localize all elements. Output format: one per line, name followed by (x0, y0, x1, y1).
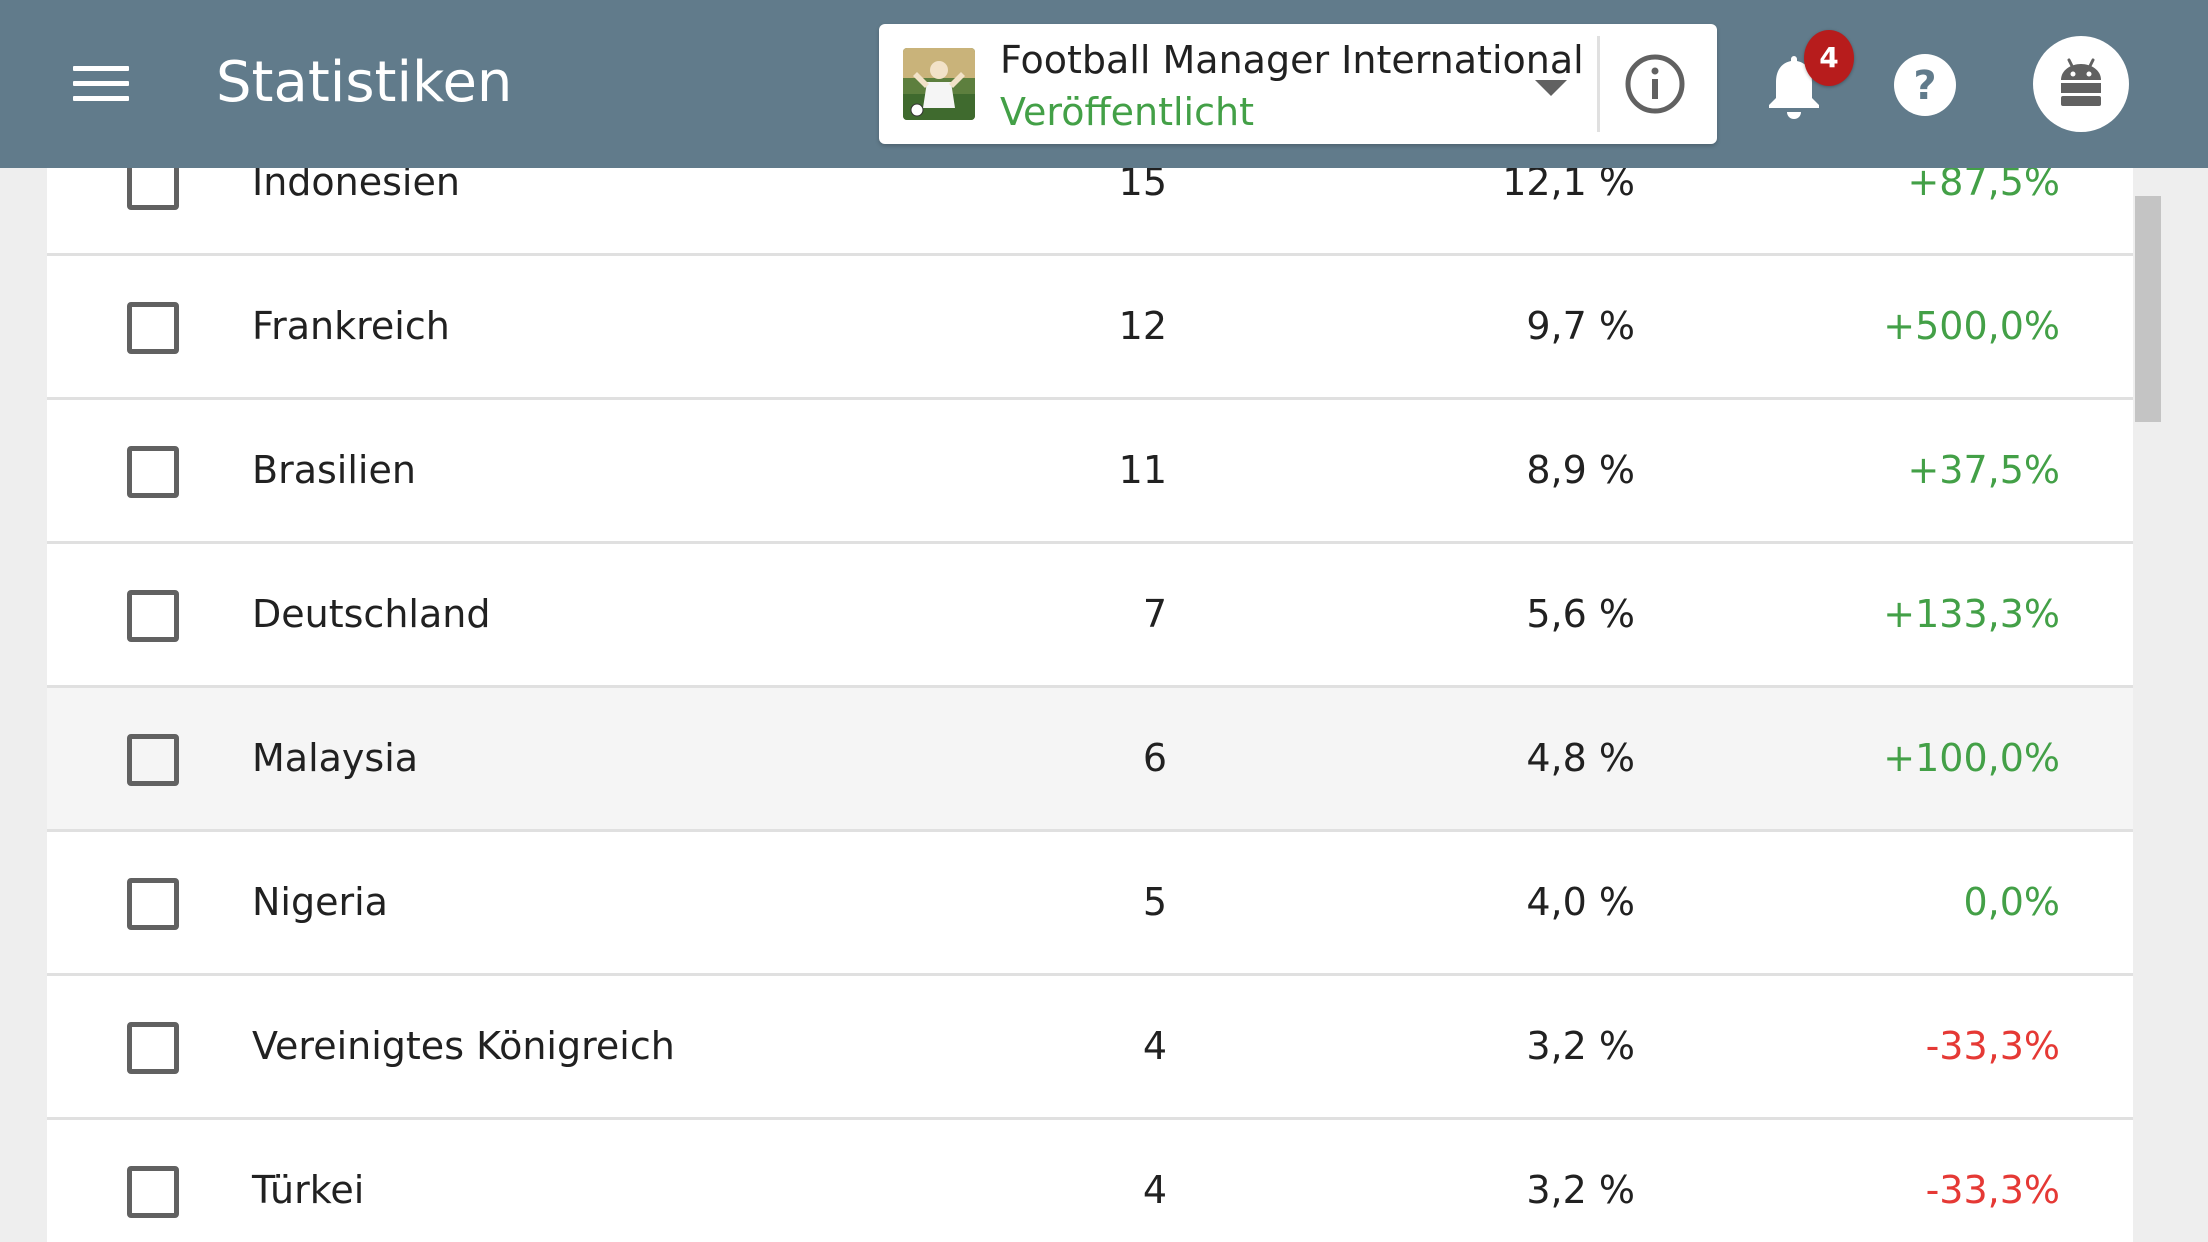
country-cell: Indonesien (252, 168, 460, 204)
country-cell: Deutschland (252, 592, 491, 636)
row-checkbox[interactable] (127, 878, 179, 930)
change-cell: +500,0% (1883, 304, 2060, 348)
count-cell: 5 (1142, 880, 1167, 924)
app-thumbnail (903, 48, 975, 120)
country-cell: Malaysia (252, 736, 419, 780)
row-checkbox[interactable] (127, 302, 179, 354)
table-row[interactable]: Malaysia 6 4,8 % +100,0% (47, 688, 2135, 832)
change-cell: 0,0% (1963, 880, 2060, 924)
app-selector: Football Manager International Veröffent… (879, 24, 1717, 144)
svg-text:?: ? (1913, 63, 1936, 109)
app-status: Veröffentlicht (1000, 90, 1254, 134)
count-cell: 7 (1142, 592, 1167, 636)
share-cell: 4,0 % (1526, 880, 1635, 924)
app-selector-dropdown[interactable]: Football Manager International Veröffent… (879, 24, 1597, 144)
table-row[interactable]: Deutschland 7 5,6 % +133,3% (47, 544, 2135, 688)
count-cell: 4 (1142, 1024, 1167, 1068)
row-checkbox[interactable] (127, 734, 179, 786)
selector-divider (1597, 36, 1600, 132)
country-cell: Frankreich (252, 304, 450, 348)
table-row[interactable]: Frankreich 12 9,7 % +500,0% (47, 256, 2135, 400)
help-icon[interactable]: ? (1893, 53, 1957, 117)
count-cell: 11 (1118, 448, 1167, 492)
table-row[interactable]: Nigeria 5 4,0 % 0,0% (47, 832, 2135, 976)
share-cell: 3,2 % (1526, 1168, 1635, 1212)
change-cell: -33,3% (1925, 1024, 2060, 1068)
table-row[interactable]: Vereinigtes Königreich 4 3,2 % -33,3% (47, 976, 2135, 1120)
count-cell: 15 (1118, 168, 1167, 204)
caret-down-icon (1535, 80, 1567, 96)
row-checkbox[interactable] (127, 446, 179, 498)
avatar[interactable] (2033, 36, 2129, 132)
share-cell: 12,1 % (1502, 168, 1635, 204)
share-cell: 9,7 % (1526, 304, 1635, 348)
table-row[interactable]: Türkei 4 3,2 % -33,3% (47, 1120, 2135, 1242)
change-cell: +87,5% (1907, 168, 2060, 204)
page-title: Statistiken (216, 50, 513, 115)
share-cell: 5,6 % (1526, 592, 1635, 636)
row-checkbox[interactable] (127, 1022, 179, 1074)
notification-badge: 4 (1804, 30, 1854, 86)
app-name: Football Manager International (1000, 38, 1584, 82)
count-cell: 4 (1142, 1168, 1167, 1212)
country-cell: Nigeria (252, 880, 388, 924)
change-cell: -33,3% (1925, 1168, 2060, 1212)
share-cell: 4,8 % (1526, 736, 1635, 780)
info-icon[interactable] (1623, 52, 1687, 116)
row-checkbox[interactable] (127, 1166, 179, 1218)
change-cell: +133,3% (1883, 592, 2060, 636)
table-row[interactable]: Brasilien 11 8,9 % +37,5% (47, 400, 2135, 544)
country-cell: Türkei (252, 1168, 365, 1212)
share-cell: 8,9 % (1526, 448, 1635, 492)
hamburger-menu-icon[interactable] (73, 66, 129, 102)
top-app-bar: Statistiken Football Manager Internation… (0, 0, 2208, 168)
share-cell: 3,2 % (1526, 1024, 1635, 1068)
row-checkbox[interactable] (127, 168, 179, 210)
change-cell: +37,5% (1907, 448, 2060, 492)
change-cell: +100,0% (1883, 736, 2060, 780)
scrollbar-thumb[interactable] (2135, 196, 2161, 422)
statistics-table: Indonesien 15 12,1 % +87,5% Frankreich 1… (47, 168, 2135, 1242)
table-row[interactable]: Indonesien 15 12,1 % +87,5% (47, 168, 2135, 256)
country-cell: Vereinigtes Königreich (252, 1024, 675, 1068)
row-checkbox[interactable] (127, 590, 179, 642)
count-cell: 12 (1118, 304, 1167, 348)
android-icon (2061, 58, 2101, 106)
count-cell: 6 (1142, 736, 1167, 780)
country-cell: Brasilien (252, 448, 416, 492)
